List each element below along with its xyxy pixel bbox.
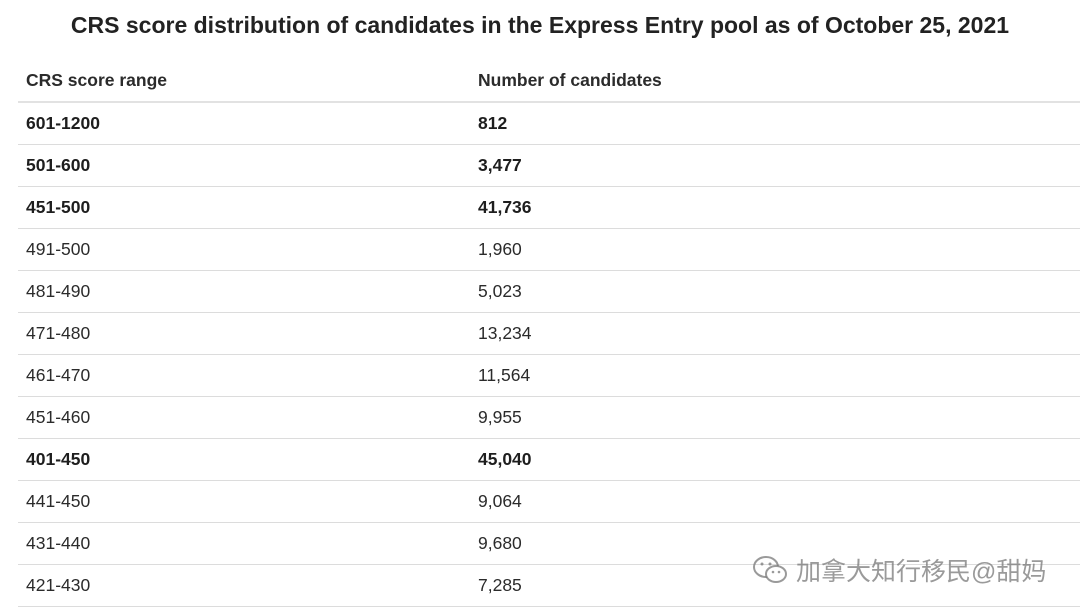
table: CRS score range Number of candidates 601…	[18, 60, 1080, 607]
table-cell: 3,477	[478, 155, 522, 175]
table-cell: 401-450	[26, 449, 91, 469]
table-cell: 41,736	[478, 197, 532, 217]
column-header: CRS score range	[26, 70, 168, 90]
table-cell: 441-450	[26, 491, 91, 511]
table-row: 491-500 1,960	[18, 229, 1080, 271]
table-row: 421-430 7,285	[18, 565, 1080, 607]
table-title: CRS score distribution of candidates in …	[70, 12, 1010, 38]
table-cell: 1,960	[478, 239, 522, 259]
wechat-icon	[753, 556, 787, 583]
table-cell: 431-440	[26, 533, 91, 553]
table-cell: 9,680	[478, 533, 522, 553]
table-cell: 11,564	[478, 365, 531, 385]
table-cell: 812	[478, 113, 508, 133]
header-row: CRS score range Number of candidates	[18, 60, 1080, 103]
watermark: 加拿大知行移民@甜妈	[752, 552, 1046, 588]
table-cell: 461-470	[26, 365, 91, 385]
subtotal-row: 501-600 3,477	[18, 145, 1080, 187]
table-cell: 501-600	[26, 155, 91, 175]
table-row: 431-440 9,680	[18, 523, 1080, 565]
table-cell: 451-500	[26, 197, 91, 217]
subtotal-row: 401-450 45,040	[18, 439, 1080, 481]
table-row: 451-460 9,955	[18, 397, 1080, 439]
subtotal-row: 601-1200 812	[18, 103, 1080, 145]
table-cell: 7,285	[478, 575, 522, 595]
table-cell: 5,023	[478, 281, 522, 301]
table-cell: 13,234	[478, 323, 532, 343]
table-cell: 451-460	[26, 407, 91, 427]
table-row: 471-480 13,234	[18, 313, 1080, 355]
table-cell: 601-1200	[26, 113, 100, 133]
table-cell: 471-480	[26, 323, 91, 343]
table-row: 461-470 11,564	[18, 355, 1080, 397]
table-cell: 9,955	[478, 407, 522, 427]
column-header: Number of candidates	[478, 70, 662, 90]
table-cell: 491-500	[26, 239, 91, 259]
table-cell: 481-490	[26, 281, 91, 301]
table-row: 441-450 9,064	[18, 481, 1080, 523]
table-cell: 45,040	[478, 449, 532, 469]
table-cell: 9,064	[478, 491, 522, 511]
watermark-text: 加拿大知行移民@甜妈	[796, 558, 1047, 586]
table-row: 481-490 5,023	[18, 271, 1080, 313]
subtotal-row: 451-500 41,736	[18, 187, 1080, 229]
table-cell: 421-430	[26, 575, 91, 595]
